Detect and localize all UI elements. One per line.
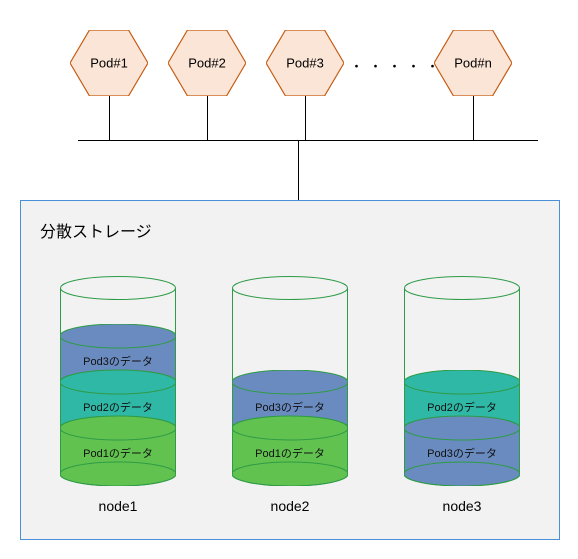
- storage-node-cylinder: Pod2のデータPod3のデータ: [404, 276, 520, 486]
- pod-connector: [109, 96, 110, 140]
- node-label: node2: [230, 498, 350, 514]
- storage-node-cylinder: Pod3のデータPod1のデータ: [232, 276, 348, 486]
- bus-to-storage-connector: [298, 140, 299, 200]
- diagram-canvas: Pod#1 Pod#2 Pod#3 Pod#n・・・・・分散ストレージ Pod3のデータ…: [0, 0, 578, 559]
- pod-connector: [305, 96, 306, 140]
- bus-line: [78, 140, 538, 141]
- node-label: node3: [402, 498, 522, 514]
- pod-label: Pod#1: [70, 56, 148, 71]
- cylinder-outline: [232, 276, 348, 486]
- pod-hexagon: Pod#2: [168, 30, 246, 96]
- pod-label: Pod#n: [434, 56, 512, 71]
- storage-title: 分散ストレージ: [40, 218, 152, 242]
- storage-node-cylinder: Pod3のデータPod2のデータPod1のデータ: [60, 276, 176, 486]
- node-label: node1: [58, 498, 178, 514]
- cylinder-outline: [404, 276, 520, 486]
- cylinder-outline: [60, 276, 176, 486]
- pod-hexagon: Pod#1: [70, 30, 148, 96]
- pods-ellipsis: ・・・・・: [350, 56, 445, 75]
- pod-hexagon: Pod#3: [266, 30, 344, 96]
- pod-hexagon: Pod#n: [434, 30, 512, 96]
- pod-label: Pod#3: [266, 56, 344, 71]
- pod-connector: [207, 96, 208, 140]
- pod-connector: [473, 96, 474, 140]
- pod-label: Pod#2: [168, 56, 246, 71]
